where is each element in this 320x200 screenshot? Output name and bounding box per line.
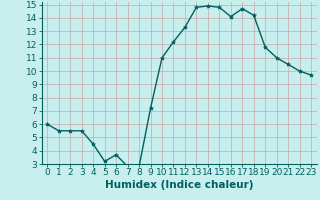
X-axis label: Humidex (Indice chaleur): Humidex (Indice chaleur): [105, 180, 253, 190]
